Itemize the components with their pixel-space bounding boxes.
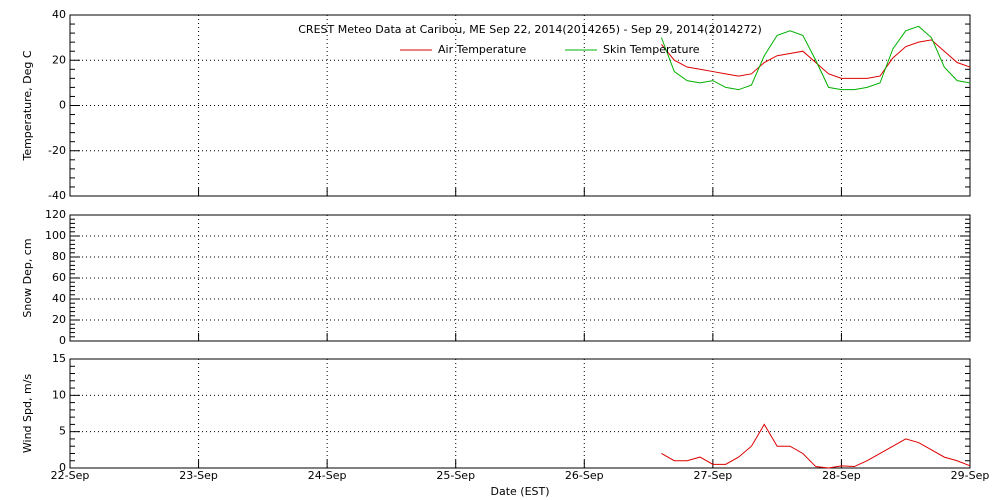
plot-frame: [69, 358, 971, 469]
y-axis-label: Wind Spd, m/s: [21, 374, 34, 454]
y-tick-label: 100: [45, 229, 66, 242]
y-tick-label: 0: [59, 99, 66, 112]
x-tick-label: 23-Sep: [179, 469, 218, 482]
y-tick-label: 15: [52, 352, 66, 365]
y-tick-label: 120: [45, 208, 66, 221]
x-tick-label: 29-Sep: [951, 469, 990, 482]
y-tick-label: 10: [52, 388, 66, 401]
legend-label: Skin Temperature: [603, 43, 700, 56]
legend-label: Air Temperature: [438, 43, 527, 56]
y-tick-label: 5: [59, 425, 66, 438]
x-tick-label: 24-Sep: [308, 469, 347, 482]
y-axis-label: Temperature, Deg C: [21, 50, 34, 161]
y-axis-label: Snow Dep, cm: [21, 238, 34, 317]
x-tick-label: 28-Sep: [822, 469, 861, 482]
x-tick-label: 25-Sep: [436, 469, 475, 482]
y-tick-label: 20: [52, 53, 66, 66]
y-tick-label: 80: [52, 250, 66, 263]
data-line: [661, 423, 971, 469]
y-tick-label: 40: [52, 292, 66, 305]
data-line: [661, 39, 971, 79]
y-tick-label: 20: [52, 313, 66, 326]
y-tick-label: 0: [59, 334, 66, 347]
x-tick-label: 27-Sep: [694, 469, 733, 482]
y-tick-label: -40: [48, 189, 66, 202]
data-line: [660, 25, 971, 91]
x-tick-label: 26-Sep: [565, 469, 604, 482]
y-tick-label: 60: [52, 271, 66, 284]
x-axis-label: Date (EST): [490, 485, 549, 498]
y-tick-label: -20: [48, 144, 66, 157]
x-tick-label: 22-Sep: [51, 469, 90, 482]
y-tick-label: 0: [59, 461, 66, 474]
chart-title: CREST Meteo Data at Caribou, ME Sep 22, …: [298, 23, 762, 36]
y-tick-label: 40: [52, 8, 66, 21]
